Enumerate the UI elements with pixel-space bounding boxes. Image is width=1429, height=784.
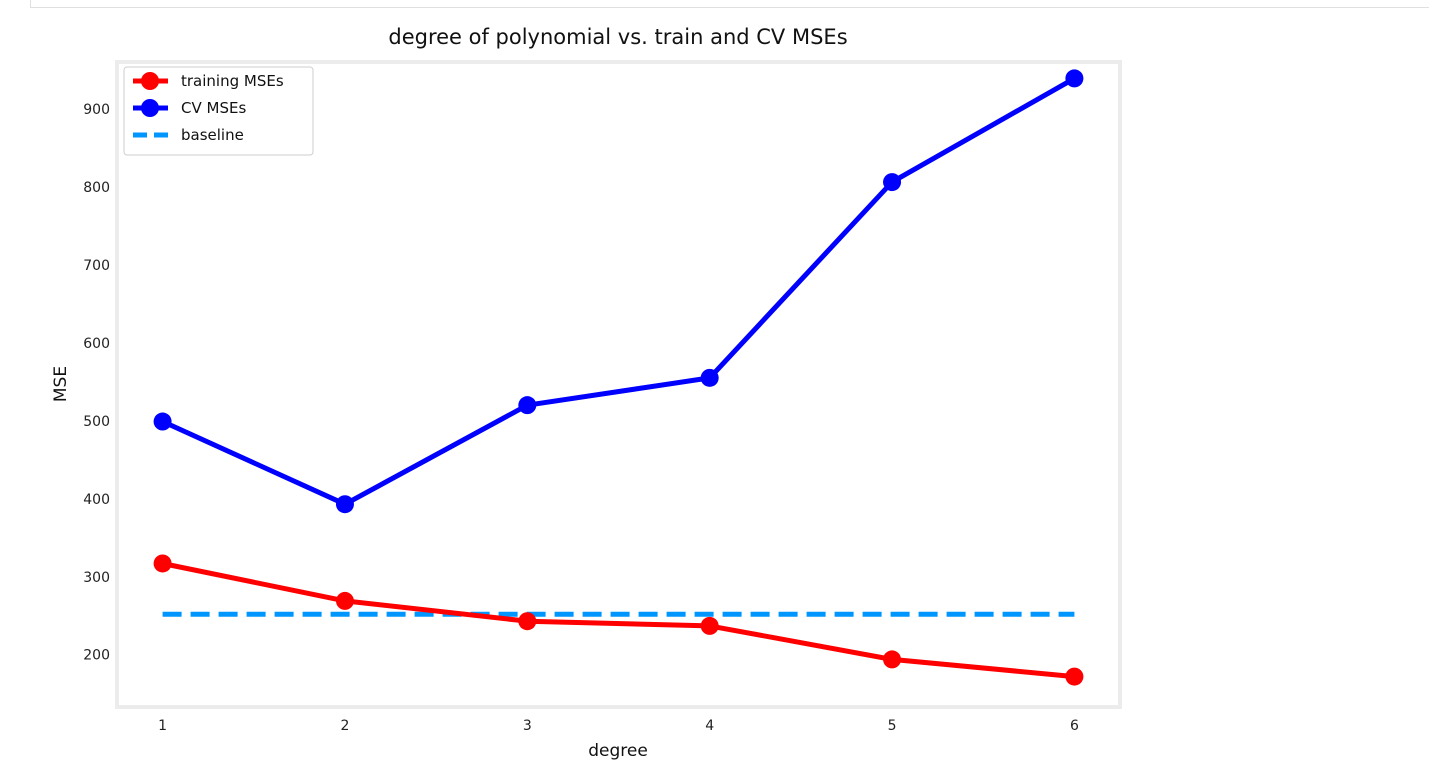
cv-mses-point [700, 368, 719, 387]
legend-training-mses-marker [141, 72, 159, 90]
legend-baseline-label: baseline [181, 126, 244, 144]
x-axis-ticks: 1 2 3 4 5 6 [158, 718, 1079, 734]
legend-cv-mses-label: CV MSEs [181, 99, 246, 117]
training-mses-line [162, 561, 1075, 680]
y-tick-label: 800 [83, 180, 110, 196]
x-tick-label: 4 [705, 718, 714, 734]
legend-training-mses-label: training MSEs [181, 72, 284, 90]
training-mses-point [153, 554, 172, 573]
legend-cv-mses-marker [141, 99, 159, 117]
y-tick-label: 700 [83, 258, 110, 274]
cv-mses-point [518, 396, 537, 415]
x-axis-label: degree [588, 741, 648, 761]
training-mses-point [700, 616, 719, 635]
y-tick-label: 200 [83, 648, 110, 664]
legend: training MSEs CV MSEs baseline [123, 66, 314, 156]
cv-mses-point [335, 495, 354, 514]
training-mses-point [335, 591, 354, 610]
x-tick-label: 2 [340, 718, 349, 734]
training-mses-point [1065, 667, 1084, 686]
x-tick-label: 1 [158, 718, 167, 734]
x-tick-label: 3 [523, 718, 532, 734]
series-layer [153, 69, 1084, 686]
y-tick-label: 300 [83, 570, 110, 586]
y-tick-label: 400 [83, 492, 110, 508]
training-mses-point [883, 650, 902, 669]
x-tick-label: 5 [888, 718, 897, 734]
notebook-cell-edge [30, 0, 1429, 8]
legend-box [123, 66, 314, 156]
y-tick-label: 900 [83, 102, 110, 118]
y-tick-label: 600 [83, 336, 110, 352]
training-mses-point [518, 612, 537, 631]
cv-mses-point [153, 412, 172, 431]
chart-title: degree of polynomial vs. train and CV MS… [388, 25, 847, 49]
y-axis-label: MSE [51, 366, 71, 402]
cv-mses-line [161, 76, 1076, 507]
y-axis-ticks: 200 300 400 500 600 700 800 900 [83, 102, 110, 664]
y-tick-label: 500 [83, 414, 110, 430]
cv-mses-point [883, 173, 902, 192]
x-tick-label: 6 [1070, 718, 1079, 734]
plot-area-frame [115, 60, 1122, 709]
cv-mses-point [1065, 69, 1084, 88]
